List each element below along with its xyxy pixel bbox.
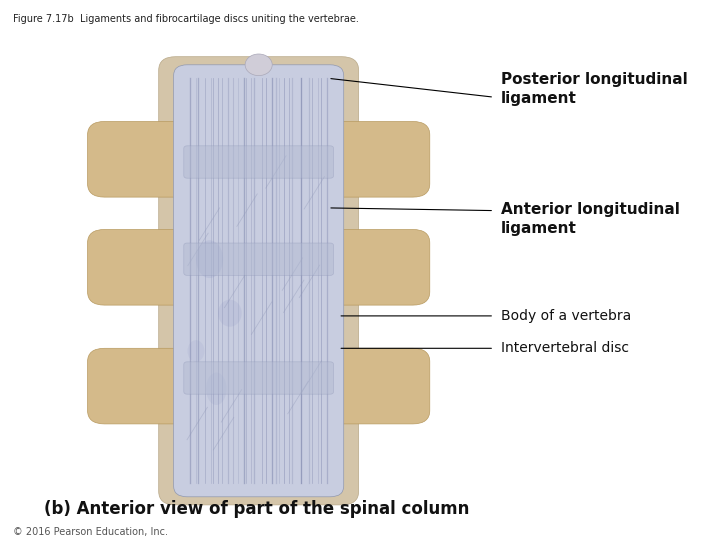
FancyBboxPatch shape [174, 65, 343, 497]
Ellipse shape [196, 240, 223, 278]
FancyBboxPatch shape [184, 146, 333, 178]
Ellipse shape [218, 300, 242, 327]
Text: Posterior longitudinal
ligament: Posterior longitudinal ligament [501, 72, 688, 106]
FancyBboxPatch shape [88, 230, 203, 305]
Text: Intervertebral disc: Intervertebral disc [501, 341, 629, 355]
Ellipse shape [187, 340, 204, 362]
FancyBboxPatch shape [315, 348, 430, 424]
Text: (b) Anterior view of part of the spinal column: (b) Anterior view of part of the spinal … [45, 501, 469, 518]
FancyBboxPatch shape [88, 348, 203, 424]
Ellipse shape [245, 54, 272, 76]
Text: Anterior longitudinal
ligament: Anterior longitudinal ligament [501, 202, 680, 235]
FancyBboxPatch shape [315, 230, 430, 305]
FancyBboxPatch shape [184, 243, 333, 275]
FancyBboxPatch shape [315, 122, 430, 197]
Text: Figure 7.17b  Ligaments and fibrocartilage discs uniting the vertebrae.: Figure 7.17b Ligaments and fibrocartilag… [13, 14, 359, 24]
FancyBboxPatch shape [184, 362, 333, 394]
Text: © 2016 Pearson Education, Inc.: © 2016 Pearson Education, Inc. [13, 527, 168, 537]
Ellipse shape [206, 373, 227, 405]
FancyBboxPatch shape [158, 57, 359, 505]
Text: Body of a vertebra: Body of a vertebra [501, 309, 631, 323]
FancyBboxPatch shape [88, 122, 203, 197]
